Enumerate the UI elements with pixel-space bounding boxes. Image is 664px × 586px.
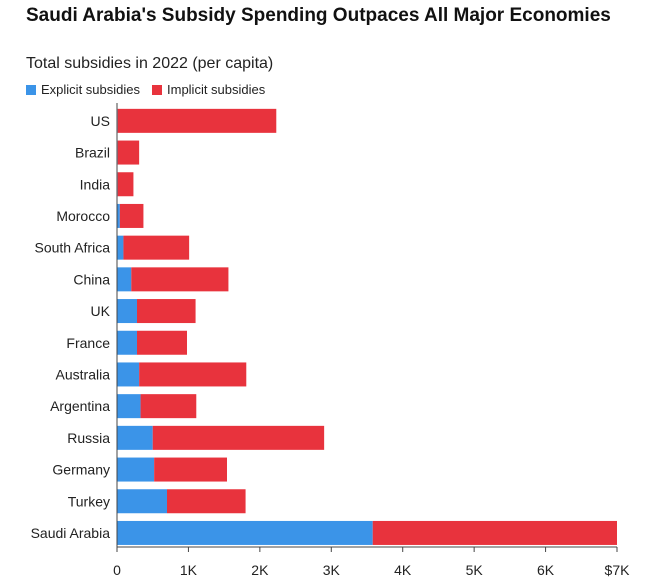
chart-subtitle: Total subsidies in 2022 (per capita) [26, 55, 274, 72]
x-tick-label: 4K [394, 562, 412, 578]
bar-implicit-south-africa [123, 235, 190, 260]
category-label-china: China [73, 271, 110, 287]
bar-implicit-china [131, 267, 229, 292]
category-label-germany: Germany [52, 462, 110, 478]
bar-explicit-uk [117, 299, 137, 324]
bar-explicit-russia [117, 425, 153, 450]
x-tick-label: 2K [251, 562, 269, 578]
bar-implicit-germany [154, 457, 227, 482]
category-label-south-africa: South Africa [35, 240, 111, 256]
bar-explicit-france [117, 330, 137, 355]
category-label-morocco: Morocco [56, 208, 110, 224]
bar-implicit-uk [137, 299, 196, 324]
category-label-india: India [80, 176, 111, 192]
legend-item-explicit: Explicit subsidies [26, 82, 140, 97]
legend-swatch-explicit [26, 84, 36, 95]
x-tick-label: $7K [605, 562, 631, 578]
category-label-argentina: Argentina [50, 398, 110, 414]
x-tick-label: 0 [113, 562, 121, 578]
bar-explicit-south-africa [117, 235, 124, 260]
bar-explicit-china [117, 267, 132, 292]
bar-implicit-saudi-arabia [372, 520, 617, 545]
legend-label-explicit: Explicit subsidies [41, 82, 140, 97]
bar-implicit-australia [139, 362, 247, 387]
x-tick-label: 3K [323, 562, 341, 578]
bar-implicit-brazil [117, 140, 140, 165]
bar-implicit-us [117, 108, 277, 133]
bar-implicit-morocco [119, 203, 144, 228]
bar-implicit-india [117, 172, 134, 197]
legend: Explicit subsidies Implicit subsidies [26, 82, 277, 97]
bar-explicit-saudi-arabia [117, 520, 373, 545]
bar-implicit-argentina [140, 394, 197, 419]
bar-explicit-turkey [117, 489, 167, 514]
chart-title: Saudi Arabia's Subsidy Spending Outpaces… [26, 5, 611, 26]
category-label-turkey: Turkey [68, 493, 110, 509]
category-label-brazil: Brazil [75, 145, 110, 161]
legend-item-implicit: Implicit subsidies [152, 82, 265, 97]
x-tick-label: 6K [537, 562, 555, 578]
category-label-saudi-arabia: Saudi Arabia [31, 525, 111, 541]
bar-explicit-australia [117, 362, 140, 387]
legend-swatch-implicit [152, 84, 162, 95]
legend-label-implicit: Implicit subsidies [167, 82, 266, 97]
category-label-russia: Russia [67, 430, 110, 446]
bar-explicit-germany [117, 457, 155, 482]
bar-explicit-argentina [117, 394, 141, 419]
category-label-uk: UK [91, 303, 111, 319]
bar-explicit-morocco [117, 203, 120, 228]
category-label-australia: Australia [56, 366, 111, 382]
bar-implicit-turkey [167, 489, 246, 514]
bar-implicit-russia [152, 425, 325, 450]
category-label-france: France [66, 335, 110, 351]
x-tick-label: 1K [180, 562, 198, 578]
category-label-us: US [91, 113, 110, 129]
x-tick-label: 5K [466, 562, 484, 578]
bar-implicit-france [137, 330, 187, 355]
